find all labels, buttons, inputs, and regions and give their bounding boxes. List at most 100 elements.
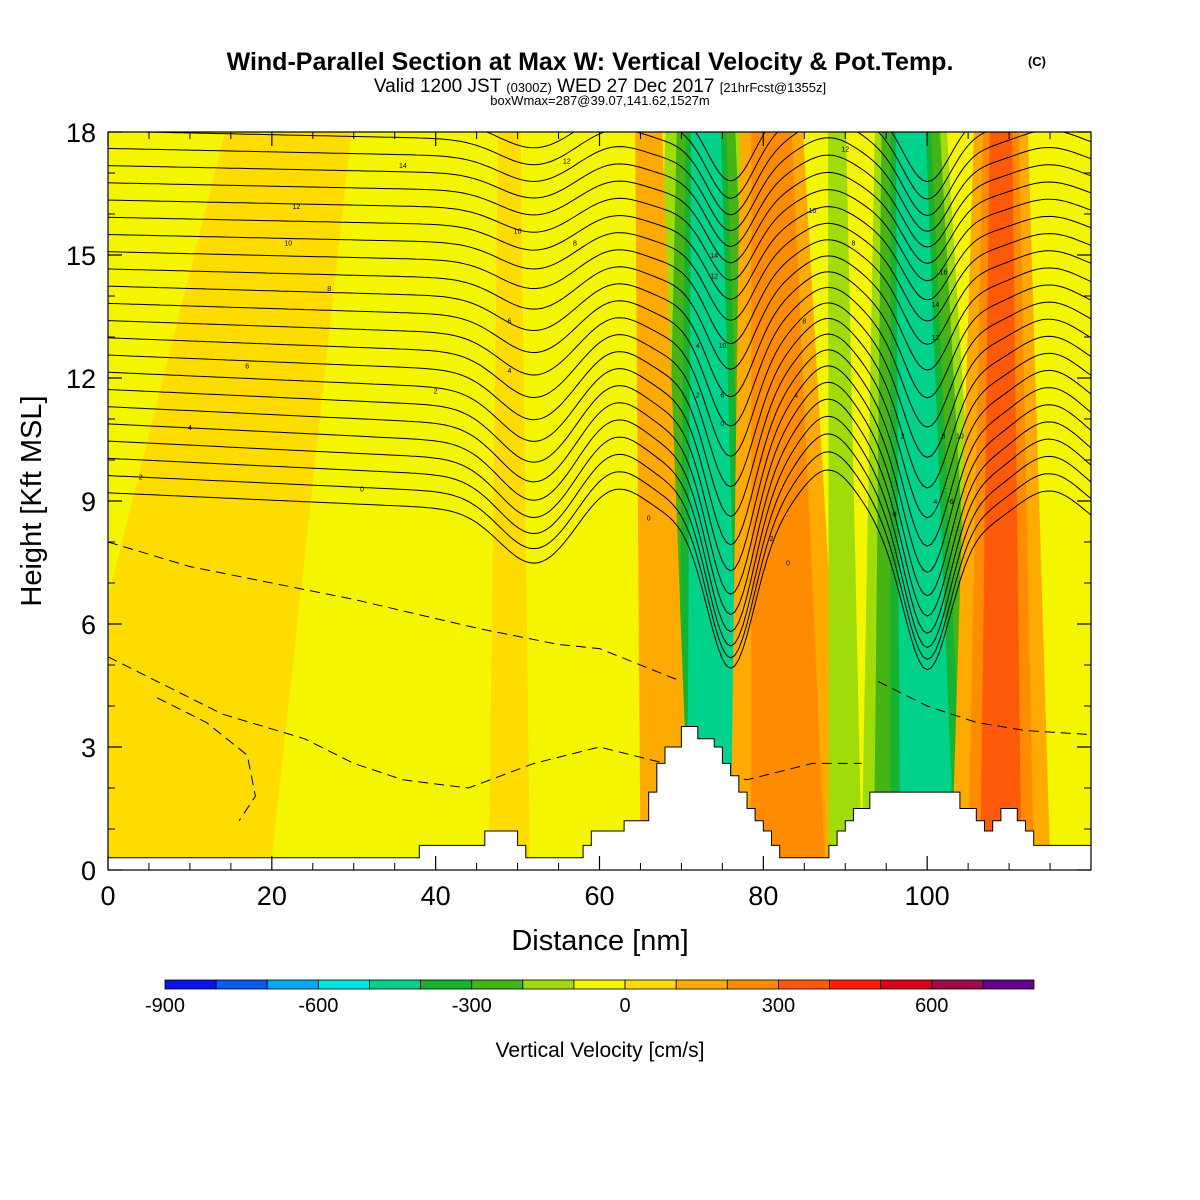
- x-tick-label: 100: [905, 881, 950, 911]
- colorbar-swatch: [726, 979, 779, 990]
- colorbar-swatch: [829, 979, 882, 990]
- theta-contour: [108, 469, 1091, 671]
- contour-label: 10: [809, 208, 817, 215]
- theta-contour: [108, 222, 1091, 322]
- w-band: [980, 132, 1022, 858]
- contour-label: 10: [956, 433, 964, 440]
- dashed-contour: [108, 541, 682, 682]
- contour-label: 10: [718, 343, 726, 350]
- colorbar-swatch: [266, 979, 319, 990]
- theta-contour: [695, 132, 966, 183]
- colorbar-swatch: [369, 979, 421, 990]
- potential-temperature-contours: [108, 132, 1091, 671]
- contour-label: 16: [940, 269, 948, 276]
- theta-contour: [108, 206, 1091, 301]
- contour-label: 2: [434, 388, 438, 395]
- w-band: [895, 132, 955, 858]
- y-axis-label: Height [Kft MSL]: [16, 395, 48, 606]
- contour-label: 14: [931, 302, 939, 309]
- dashed-contour: [877, 680, 1091, 736]
- contour-label: 0: [360, 487, 364, 494]
- theta-contour: [108, 433, 1091, 649]
- contour-label: 6: [720, 392, 724, 399]
- valid-time: Valid 1200 JST: [374, 76, 502, 97]
- contour-label: 6: [950, 499, 954, 506]
- colorbar-swatch: [931, 979, 984, 990]
- contour-label: 6: [245, 364, 249, 371]
- theta-contour: [108, 365, 1091, 573]
- theta-contour: [108, 415, 1091, 634]
- theta-contour: [108, 239, 1091, 345]
- y-axis: 0 3 6 9 12 15 18: [66, 118, 1091, 886]
- y-tick-label: 9: [81, 487, 96, 517]
- colorbar-swatch: [317, 979, 370, 990]
- colorbar-swatch: [675, 979, 728, 990]
- colorbar-swatch: [880, 979, 933, 990]
- x-tick-label: 60: [584, 881, 614, 911]
- contour-label: 12: [293, 204, 301, 211]
- utc-time: (0300Z): [506, 80, 552, 95]
- dashed-contour: [108, 656, 862, 789]
- theta-contour: [108, 137, 1091, 232]
- y-tick-label: 6: [81, 610, 96, 640]
- contour-label: 4: [794, 392, 798, 399]
- contour-labels: 14 12 10 8 6 4 2 0 2 4 6 8 10 12 0 2 0 4 8 10 12 8 14 12 10 4 2 6 0 1…: [139, 146, 964, 567]
- theta-contour: [108, 189, 1091, 282]
- colorbar-tick-label: 600: [915, 995, 948, 1017]
- x-tick-label: 80: [748, 881, 778, 911]
- valid-date: WED 27 Dec 2017: [557, 76, 714, 97]
- w-band: [488, 132, 530, 858]
- colorbar-tick-label: -300: [452, 995, 492, 1017]
- chart-subtitle: Valid 1200 JST (0300Z) WED 27 Dec 2017 […: [374, 76, 826, 97]
- colorbar-swatch: [778, 979, 830, 990]
- colorbar-swatch: [164, 979, 217, 990]
- y-tick-label: 12: [66, 364, 96, 394]
- contour-label: 4: [933, 499, 937, 506]
- contour-label: 8: [851, 241, 855, 248]
- contour-label: 2: [696, 392, 700, 399]
- colorbar-swatch: [215, 979, 268, 990]
- negative-contours: [108, 541, 1091, 822]
- contour-label: 2: [139, 474, 143, 481]
- contour-label: 12: [563, 159, 571, 166]
- contour-label: 8: [942, 433, 946, 440]
- w-band: [751, 132, 825, 858]
- forecast-info: [21hrFcst@1355z]: [720, 80, 826, 95]
- theta-contour: [108, 317, 1091, 489]
- theta-contour: [108, 381, 1091, 597]
- copyright-mark: (C): [1028, 54, 1046, 69]
- theta-contour: [108, 333, 1091, 519]
- contour-label: 8: [327, 286, 331, 293]
- theta-contour: [108, 255, 1091, 371]
- x-axis: 0 20 40 60 80 100: [100, 132, 1051, 911]
- w-band: [687, 132, 742, 858]
- contour-label: 0: [647, 515, 651, 522]
- contour-label: 2: [901, 433, 905, 440]
- contour-label: 8: [802, 319, 806, 326]
- theta-contour: [108, 398, 1091, 617]
- colorbar-tick-label: -600: [298, 995, 338, 1017]
- y-tick-label: 0: [81, 856, 96, 886]
- colorbar-swatch: [982, 979, 1035, 990]
- theta-contour: [108, 171, 1091, 264]
- plot-area: 14 12 10 8 6 4 2 0 2 4 6 8 10 12 0 2 0 4 8 10 12 8 14 12 10 4 2 6 0 1…: [108, 132, 1091, 870]
- theta-contour: [108, 302, 1091, 458]
- terrain: [108, 726, 1091, 870]
- contour-label: 0: [720, 421, 724, 428]
- colorbar-swatch: [522, 979, 575, 990]
- contour-label: 10: [514, 228, 522, 235]
- colorbar: -900 -600 -300 0 300 600: [145, 979, 1035, 1017]
- contour-label: 6: [507, 319, 511, 326]
- contour-label: 14: [399, 163, 407, 170]
- vertical-velocity-field: [108, 132, 1051, 858]
- theta-contour: [485, 132, 987, 200]
- y-tick-label: 18: [66, 118, 96, 148]
- x-axis-label: Distance [nm]: [511, 925, 688, 957]
- theta-contour: [108, 271, 1091, 399]
- colorbar-tick-label: 300: [762, 995, 795, 1017]
- x-tick-label: 0: [100, 881, 115, 911]
- contour-label: 4: [507, 368, 511, 375]
- colorbar-label: Vertical Velocity [cm/s]: [496, 1039, 705, 1062]
- colorbar-swatch: [573, 979, 626, 990]
